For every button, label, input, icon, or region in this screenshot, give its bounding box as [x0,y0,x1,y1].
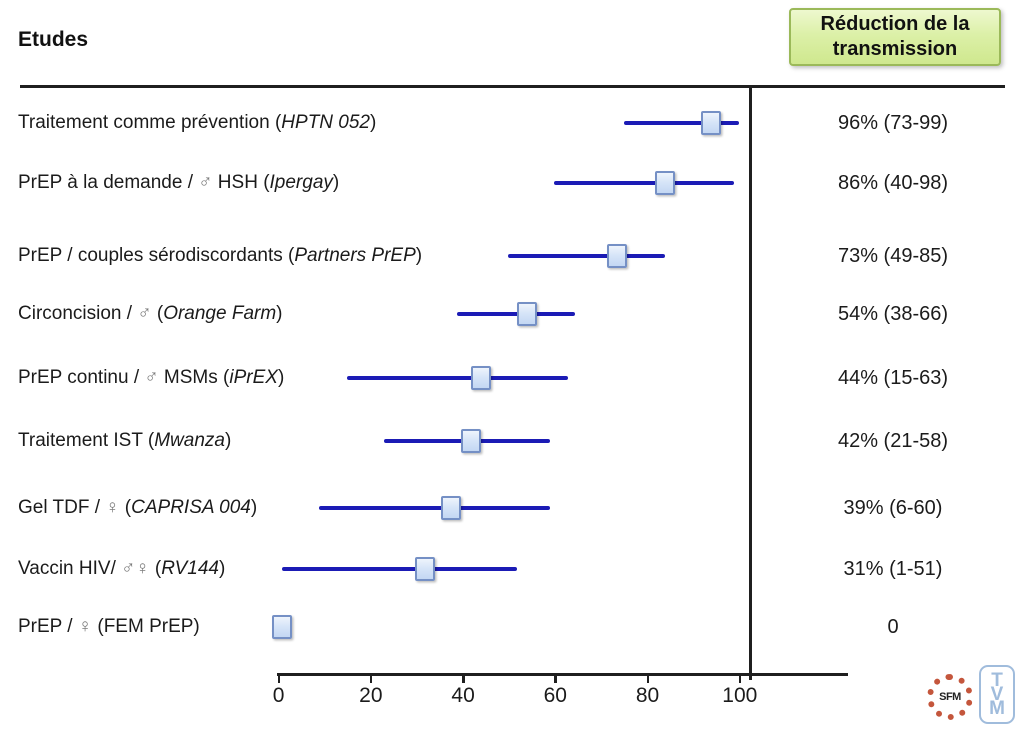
study-label-text: ) [219,558,226,579]
axis-tick [277,673,281,683]
sfm-logo-label: SFM [939,691,961,703]
column-separator-line [749,87,752,680]
reduction-value: 86% (40-98) [837,172,949,194]
sfm-logo: SFM [927,674,973,720]
reduction-value: 96% (73-99) [837,112,949,134]
confidence-interval-line [282,566,518,571]
estimate-marker [606,244,627,268]
confidence-interval-line [554,180,735,185]
study-label-text: Vaccin HIV/ [18,558,122,579]
estimate-marker [272,615,293,639]
study-label-text: ) [415,245,423,266]
gender-symbol: ♂ [137,303,152,324]
reduction-value: 31% (1-51) [843,558,943,580]
confidence-interval-line [508,253,665,258]
study-label-text: ( [151,303,164,324]
gender-symbol: ♀ [77,616,93,637]
study-label-text: PrEP continu / [18,367,145,388]
study-name-italic: Orange Farm [163,303,277,324]
reduction-header-label: Réduction de la transmission [820,13,970,60]
tvm-logo-letter-v: V [990,683,1004,705]
reduction-header-box: Réduction de la transmission [789,8,1001,66]
tvm-logo-letter-t: T [991,669,1003,691]
study-label-text: ) [276,303,283,324]
gender-symbol: ♂♀ [121,558,150,579]
axis-tick [738,673,742,683]
reduction-value: 42% (21-58) [837,430,949,452]
study-label-text: Circoncision / [18,303,138,324]
reduction-value: 73% (49-85) [837,245,949,267]
study-label-text: ) [277,367,285,388]
study-name-italic: iPrEX [229,367,278,388]
studies-column-header: Etudes [18,28,89,51]
axis-tick-label: 60 [543,684,567,707]
axis-tick [369,673,373,683]
axis-tick-label: 20 [359,684,383,707]
study-label-text: Traitement comme prévention ( [18,112,282,133]
estimate-marker [655,171,675,195]
confidence-interval-line [319,505,550,510]
study-label: Vaccin HIV/ ♂♀ (RV144) [18,556,225,582]
reduction-value: 0 [887,616,899,638]
reduction-value: 44% (15-63) [837,367,949,389]
study-label: PrEP à la demande / ♂ HSH (Ipergay) [18,170,339,196]
study-name-italic: Mwanza [154,430,225,451]
top-rule [20,85,1005,88]
confidence-interval-line [457,311,576,316]
tvm-logo: T V M [979,665,1015,724]
estimate-marker [415,557,436,581]
study-name-italic: RV144 [161,558,220,579]
reduction-value: 54% (38-66) [837,303,949,325]
study-label-text: ( [119,497,132,518]
estimate-marker [701,111,722,135]
study-name-italic: CAPRISA 004 [131,497,251,518]
axis-tick-label: 80 [635,684,660,707]
gender-symbol: ♂ [144,367,159,388]
study-label-text: PrEP / couples sérodiscordants ( [18,245,295,266]
estimate-marker [516,302,537,326]
study-label: Gel TDF / ♀ (CAPRISA 004) [18,495,257,521]
estimate-marker [461,429,482,453]
gender-symbol: ♀ [105,497,120,518]
axis-tick [462,673,465,683]
axis-tick-label: 0 [272,684,285,707]
study-label: Circoncision / ♂ (Orange Farm) [18,301,283,327]
study-label: PrEP / couples sérodiscordants (Partners… [18,243,422,269]
study-label-text: PrEP / [18,616,78,637]
study-label: PrEP / ♀ (FEM PrEP) [18,614,200,640]
x-axis-line [277,673,848,676]
study-label: Traitement comme prévention (HPTN 052) [18,110,376,136]
study-label-text: ) [250,497,258,518]
study-name-italic: HPTN 052 [281,112,370,133]
confidence-interval-line [346,375,569,380]
confidence-interval-line [623,120,739,125]
estimate-marker [470,366,491,390]
study-label-text: ) [224,430,232,451]
study-name-italic: Ipergay [269,172,333,193]
study-label-text: HSH ( [212,172,270,193]
axis-tick [554,673,557,683]
study-name-italic: Partners PrEP [294,245,416,266]
study-label-text: MSMs ( [158,367,230,388]
study-label-text: (FEM PrEP) [92,616,200,637]
study-label-text: Gel TDF / [18,497,106,518]
tvm-logo-letter-m: M [989,697,1005,719]
axis-tick-label: 40 [451,684,475,707]
study-label-text: ) [332,172,340,193]
gender-symbol: ♂ [198,172,213,193]
axis-tick-label: 100 [722,684,758,707]
study-label: PrEP continu / ♂ MSMs (iPrEX) [18,365,284,391]
study-label-text: ) [370,112,377,133]
reduction-value: 39% (6-60) [843,497,943,519]
study-label: Traitement IST (Mwanza) [18,428,231,454]
estimate-marker [440,496,461,520]
study-label-text: PrEP à la demande / [18,172,199,193]
study-label-text: Traitement IST ( [18,430,155,451]
axis-tick [646,673,650,683]
study-label-text: ( [149,558,162,579]
